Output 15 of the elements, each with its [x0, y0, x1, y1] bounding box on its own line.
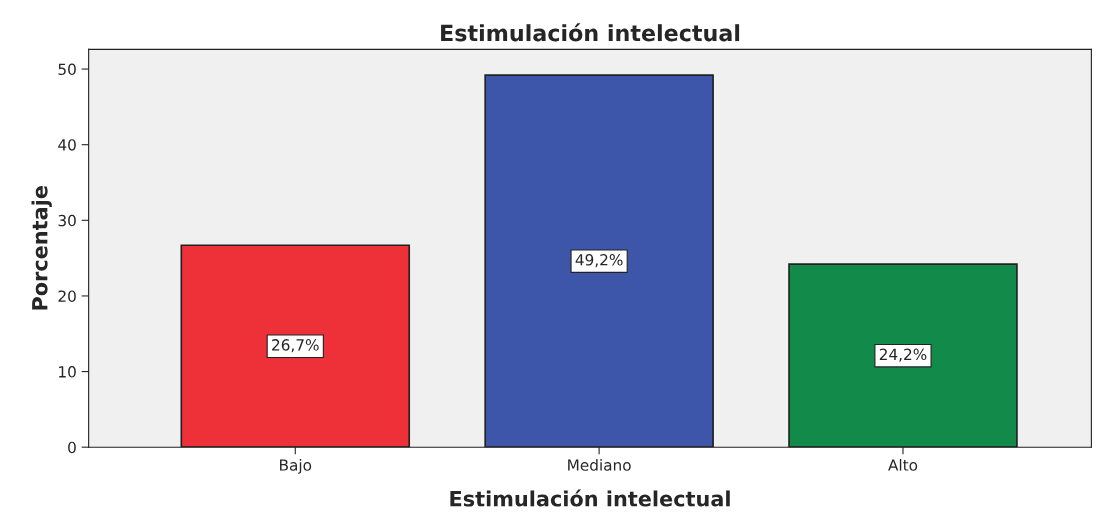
y-tick-label: 30	[58, 214, 76, 227]
x-tick-label: Bajo	[280, 459, 312, 474]
chart-title: Estimulación intelectual	[441, 23, 740, 42]
x-tick-label: Mediano	[568, 459, 631, 471]
y-tick-label: 20	[58, 290, 76, 302]
data-label: 26,7%	[272, 339, 319, 353]
y-tick-label: 0	[68, 441, 76, 454]
y-axis-title: Porcentaje	[31, 186, 52, 310]
data-label: 24,2%	[879, 348, 927, 362]
y-tick-label: 50	[58, 63, 76, 76]
y-tick-label: 10	[59, 366, 76, 378]
x-tick-label: Alto	[888, 459, 918, 471]
y-tick-label: 40	[58, 139, 76, 151]
data-label: 49,2%	[575, 254, 623, 268]
x-axis-title: Estimulación intelectual	[450, 489, 730, 507]
